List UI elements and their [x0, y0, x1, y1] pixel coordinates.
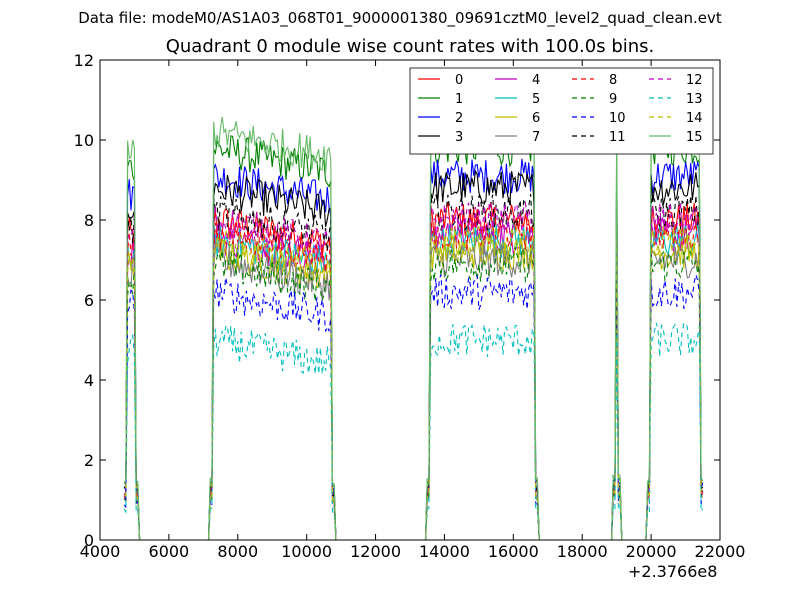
legend-label-10: 10 [609, 111, 626, 126]
x-tick-label: 22000 [695, 542, 746, 561]
legend-label-13: 13 [686, 92, 703, 107]
series-line-8 [123, 213, 704, 541]
legend-label-3: 3 [455, 130, 463, 145]
x-tick-label: 4000 [80, 542, 121, 561]
legend-label-9: 9 [609, 92, 617, 107]
x-tick-label: 10000 [281, 542, 332, 561]
legend-label-2: 2 [455, 111, 463, 126]
legend-label-4: 4 [532, 73, 540, 88]
figure-suptitle: Data file: modeM0/AS1A03_068T01_90000013… [78, 9, 722, 27]
x-tick-label: 16000 [488, 542, 539, 561]
legend-label-15: 15 [686, 130, 703, 145]
legend-label-0: 0 [455, 73, 463, 88]
x-tick-label: 20000 [626, 542, 677, 561]
x-tick-label: 18000 [557, 542, 608, 561]
series-layer [123, 114, 704, 541]
y-tick-label: 2 [84, 451, 94, 470]
series-line-15 [123, 114, 704, 541]
legend-label-14: 14 [686, 111, 703, 126]
legend-label-12: 12 [686, 73, 703, 88]
legend-label-6: 6 [532, 111, 540, 126]
series-line-11 [124, 193, 704, 541]
legend-box [409, 67, 714, 155]
legend-label-1: 1 [455, 92, 463, 107]
legend-label-7: 7 [532, 130, 540, 145]
legend-label-8: 8 [609, 73, 617, 88]
y-tick-label: 8 [84, 211, 94, 230]
x-tick-label: 6000 [149, 542, 190, 561]
chart-title: Quadrant 0 module wise count rates with … [165, 36, 655, 57]
y-tick-label: 6 [84, 291, 94, 310]
x-tick-label: 14000 [419, 542, 470, 561]
x-tick-label: 8000 [217, 542, 258, 561]
legend-label-5: 5 [532, 92, 540, 107]
legend-label-11: 11 [609, 130, 626, 145]
y-tick-label: 4 [84, 371, 94, 390]
x-tick-label: 12000 [350, 542, 401, 561]
ticks-layer: 4000 6000 8000 10000 12000 14000 16000 18000 200… [74, 51, 746, 561]
y-tick-label: 0 [84, 531, 94, 550]
y-tick-label: 10 [74, 131, 94, 150]
y-tick-label: 12 [74, 51, 94, 70]
x-axis-offset-label: +2.3766e8 [628, 562, 718, 581]
